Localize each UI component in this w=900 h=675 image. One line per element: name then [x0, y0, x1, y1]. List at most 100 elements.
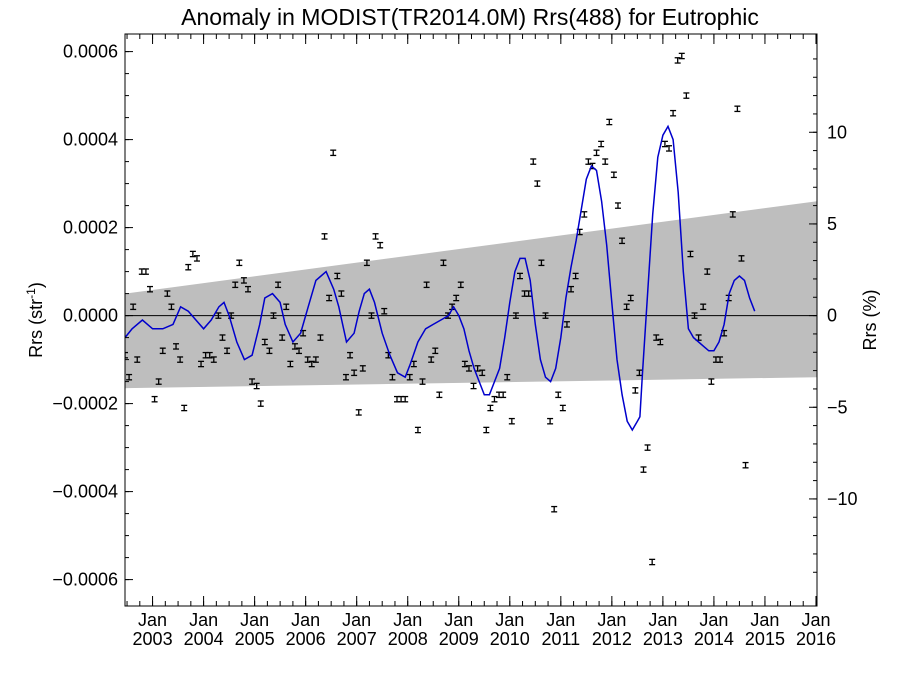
- data-point: [296, 347, 303, 355]
- data-point: [368, 312, 375, 319]
- x-tick-year-label: 2005: [235, 629, 275, 649]
- data-point: [479, 369, 486, 377]
- data-point: [168, 303, 175, 311]
- data-point: [159, 347, 166, 355]
- data-point: [534, 180, 541, 187]
- data-point: [151, 395, 158, 403]
- data-point: [636, 369, 643, 377]
- data-point: [593, 149, 600, 157]
- data-point: [198, 360, 205, 368]
- data-point: [347, 351, 354, 359]
- x-tick-month-label: Jan: [597, 610, 626, 630]
- data-point: [619, 237, 626, 245]
- x-tick-year-label: 2010: [490, 629, 530, 649]
- x-axis: Jan2003Jan2004Jan2005Jan2006Jan2007Jan20…: [126, 34, 836, 649]
- data-point: [338, 290, 345, 297]
- data-point: [691, 312, 698, 319]
- data-point: [253, 382, 260, 390]
- y-tick-label: −0.0002: [52, 394, 118, 414]
- data-point: [363, 259, 370, 267]
- data-point: [606, 118, 613, 126]
- x-tick-year-label: 2011: [541, 629, 580, 649]
- x-tick-month-label: Jan: [189, 610, 218, 630]
- data-point: [708, 378, 715, 385]
- data-point: [632, 387, 639, 394]
- x-tick-year-label: 2003: [133, 629, 173, 649]
- data-point: [525, 290, 532, 297]
- data-point: [130, 303, 137, 311]
- data-point: [666, 145, 673, 152]
- data-point: [678, 52, 685, 60]
- data-point: [326, 294, 333, 302]
- data-point: [614, 202, 621, 209]
- data-point: [538, 259, 545, 267]
- x-tick-year-label: 2016: [796, 629, 836, 649]
- data-point: [270, 312, 277, 319]
- data-point: [512, 312, 519, 319]
- data-point: [359, 365, 366, 372]
- right-axis: 10 5 0 −5 −10: [809, 58, 858, 573]
- data-point: [155, 378, 162, 385]
- data-point: [581, 211, 588, 218]
- x-tick-month-label: Jan: [546, 610, 575, 630]
- data-point: [147, 285, 154, 293]
- data-point: [291, 343, 298, 350]
- data-point: [674, 57, 681, 64]
- x-tick-month-label: Jan: [699, 610, 728, 630]
- data-point: [236, 259, 243, 267]
- data-point: [414, 426, 421, 434]
- data-point: [623, 303, 630, 311]
- data-point: [138, 268, 145, 275]
- chart-title: Anomaly in MODIST(TR2014.0M) Rrs(488) fo…: [181, 4, 759, 30]
- x-tick-month-label: Jan: [750, 610, 779, 630]
- y-tick-label: 0.0006: [63, 42, 118, 62]
- right-tick-label: 0: [827, 306, 837, 326]
- data-point: [440, 259, 447, 267]
- data-point: [734, 105, 741, 113]
- data-point: [304, 356, 311, 363]
- data-point: [330, 149, 337, 157]
- data-point: [683, 92, 690, 99]
- data-point: [244, 285, 251, 293]
- data-point: [704, 268, 711, 275]
- data-point: [483, 426, 490, 434]
- data-point: [470, 382, 477, 390]
- data-point: [257, 400, 264, 407]
- data-point: [377, 241, 384, 249]
- data-point: [355, 409, 362, 416]
- plot-area: [124, 33, 818, 607]
- data-point: [394, 395, 401, 403]
- x-tick-year-label: 2013: [643, 629, 683, 649]
- data-point: [572, 272, 579, 280]
- data-point: [398, 395, 405, 403]
- data-point: [500, 391, 507, 399]
- y-axis-label: Rrs (str-1): [24, 282, 46, 358]
- data-point: [508, 417, 515, 425]
- data-point: [210, 356, 217, 363]
- data-point: [402, 395, 409, 403]
- data-point: [598, 140, 605, 148]
- x-tick-year-label: 2008: [388, 629, 428, 649]
- data-point: [661, 140, 668, 148]
- y-tick-label: 0.0004: [63, 130, 118, 150]
- data-point: [351, 369, 358, 377]
- data-point: [308, 360, 315, 368]
- data-point: [283, 303, 290, 311]
- right-axis-label: Rrs (%): [860, 290, 880, 351]
- data-point: [215, 312, 222, 319]
- data-point: [465, 365, 472, 372]
- data-point: [423, 281, 430, 289]
- data-point: [261, 338, 268, 346]
- data-point: [428, 356, 435, 363]
- data-point: [742, 461, 749, 469]
- smoothed-series: [125, 124, 756, 432]
- data-point: [381, 307, 388, 315]
- data-point: [372, 233, 379, 240]
- right-tick-label: −5: [827, 397, 848, 417]
- data-point: [334, 272, 341, 280]
- x-tick-month-label: Jan: [648, 610, 677, 630]
- data-point: [547, 417, 554, 425]
- data-point: [206, 351, 213, 359]
- data-point: [142, 268, 149, 275]
